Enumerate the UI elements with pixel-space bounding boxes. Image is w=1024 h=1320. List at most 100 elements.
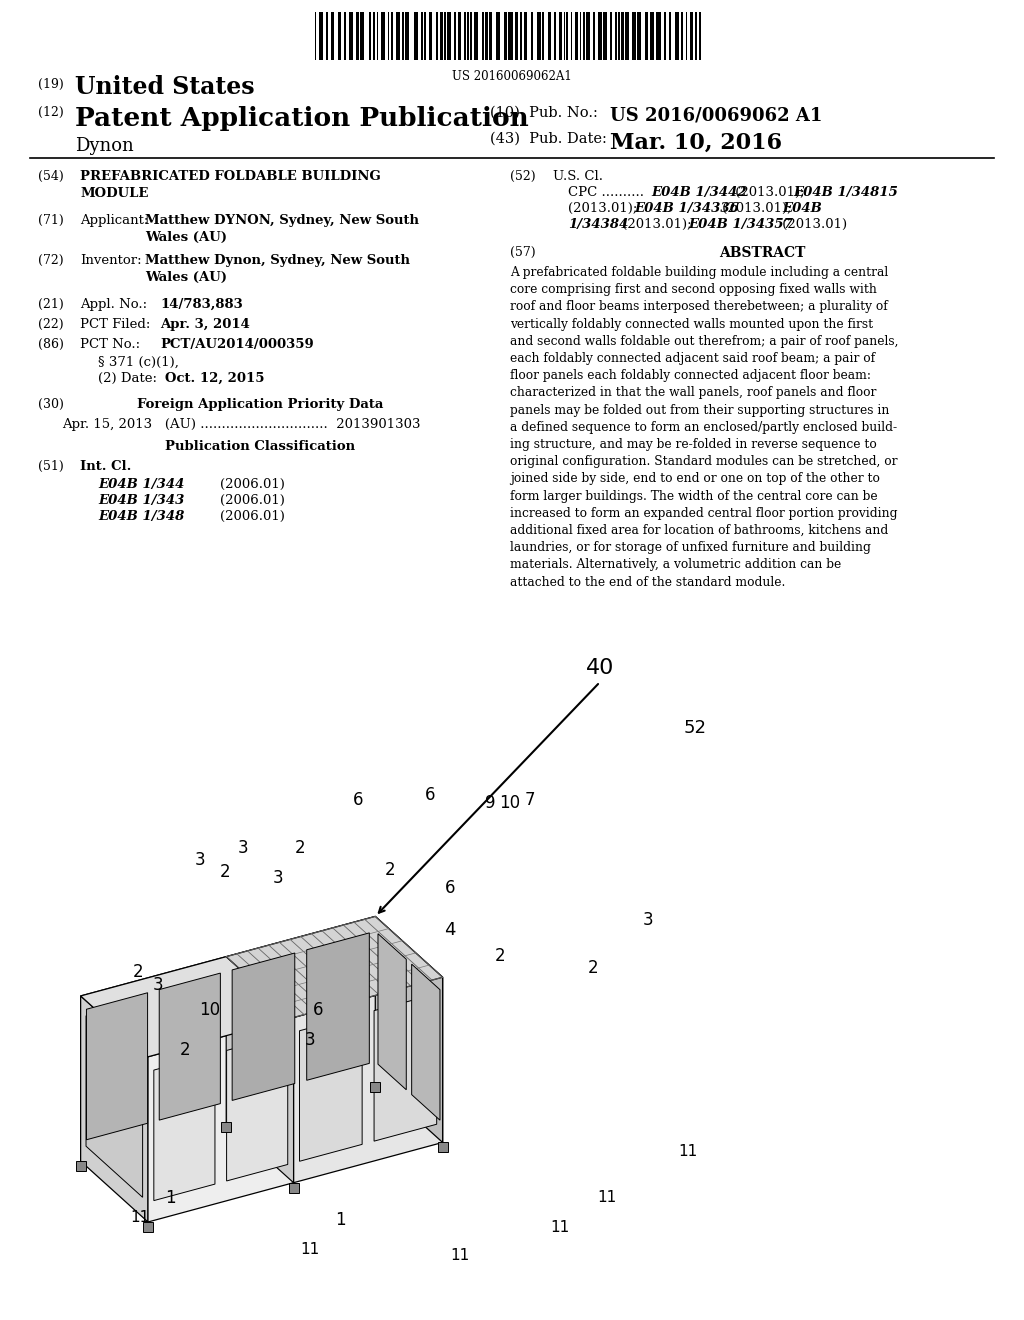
Polygon shape: [221, 1122, 231, 1131]
Text: PCT No.:: PCT No.:: [80, 338, 140, 351]
Bar: [665, 12, 666, 59]
Text: Apr. 15, 2013   (AU) ..............................  2013901303: Apr. 15, 2013 (AU) .....................…: [62, 418, 421, 432]
Text: 3: 3: [153, 975, 163, 994]
Text: 3: 3: [238, 840, 248, 857]
Bar: [402, 12, 403, 59]
Text: (12): (12): [38, 106, 63, 119]
Bar: [464, 12, 466, 59]
Bar: [583, 12, 585, 59]
Bar: [331, 12, 335, 59]
Text: PCT Filed:: PCT Filed:: [80, 318, 151, 331]
Bar: [414, 12, 418, 59]
Bar: [505, 12, 507, 59]
Text: 3: 3: [195, 851, 206, 869]
Bar: [515, 12, 518, 59]
Text: (21): (21): [38, 298, 63, 312]
Text: 14/783,883: 14/783,883: [160, 298, 243, 312]
Bar: [391, 12, 393, 59]
Text: E04B 1/3442: E04B 1/3442: [651, 186, 746, 199]
Bar: [373, 12, 376, 59]
Bar: [406, 12, 410, 59]
Polygon shape: [81, 957, 294, 1057]
Bar: [669, 12, 672, 59]
Bar: [467, 12, 469, 59]
Text: (2006.01): (2006.01): [220, 494, 285, 507]
Polygon shape: [81, 957, 226, 1162]
Text: 3: 3: [272, 869, 284, 887]
Text: PREFABRICATED FOLDABLE BUILDING
MODULE: PREFABRICATED FOLDABLE BUILDING MODULE: [80, 170, 381, 201]
Text: (51): (51): [38, 459, 63, 473]
Bar: [598, 12, 602, 59]
Bar: [603, 12, 607, 59]
Bar: [626, 12, 630, 59]
Text: 11: 11: [550, 1221, 569, 1236]
Text: (2013.01);: (2013.01);: [731, 186, 809, 199]
Text: Applicant:: Applicant:: [80, 214, 148, 227]
Text: Apr. 3, 2014: Apr. 3, 2014: [160, 318, 250, 331]
Text: (10)  Pub. No.:: (10) Pub. No.:: [490, 106, 598, 120]
Text: 1: 1: [335, 1210, 345, 1229]
Bar: [429, 12, 432, 59]
Text: Int. Cl.: Int. Cl.: [80, 459, 131, 473]
Bar: [554, 12, 556, 59]
Bar: [440, 12, 442, 59]
Text: 10: 10: [200, 1001, 220, 1019]
Bar: [344, 12, 346, 59]
Bar: [421, 12, 423, 59]
Bar: [686, 12, 687, 59]
Bar: [444, 12, 445, 59]
Text: 10: 10: [500, 795, 520, 812]
Bar: [489, 12, 492, 59]
Text: E04B 1/34815: E04B 1/34815: [793, 186, 898, 199]
Text: 2: 2: [385, 861, 395, 879]
Bar: [650, 12, 653, 59]
Text: E04B 1/348: E04B 1/348: [98, 510, 184, 523]
Text: Inventor:: Inventor:: [80, 253, 141, 267]
Text: (30): (30): [38, 399, 63, 411]
Bar: [632, 12, 636, 59]
Bar: [676, 12, 679, 59]
Bar: [593, 12, 595, 59]
Polygon shape: [412, 964, 440, 1121]
Bar: [381, 12, 385, 59]
Bar: [520, 12, 522, 59]
Text: 2: 2: [133, 964, 143, 981]
Bar: [548, 12, 551, 59]
Bar: [681, 12, 683, 59]
Text: 6: 6: [444, 879, 456, 898]
Text: 11: 11: [451, 1247, 470, 1262]
Polygon shape: [375, 916, 442, 1142]
Text: Matthew Dynon, Sydney, New South
Wales (AU): Matthew Dynon, Sydney, New South Wales (…: [145, 253, 410, 284]
Text: Patent Application Publication: Patent Application Publication: [75, 106, 528, 131]
Polygon shape: [378, 933, 407, 1090]
Bar: [315, 12, 316, 59]
Text: 2: 2: [220, 863, 230, 880]
Polygon shape: [299, 1014, 362, 1162]
Bar: [566, 12, 567, 59]
Polygon shape: [143, 1222, 153, 1232]
Text: 11: 11: [130, 1210, 150, 1225]
Polygon shape: [86, 993, 147, 1139]
Bar: [695, 12, 696, 59]
Polygon shape: [437, 1142, 447, 1152]
Text: 52: 52: [683, 719, 707, 737]
Text: 2: 2: [588, 960, 598, 977]
Bar: [508, 12, 513, 59]
Text: 9: 9: [484, 795, 496, 812]
Text: 11: 11: [300, 1242, 319, 1258]
Text: Dynon: Dynon: [75, 137, 134, 154]
Polygon shape: [226, 916, 375, 1122]
Bar: [356, 12, 358, 59]
Text: 4: 4: [444, 921, 456, 939]
Text: E04B: E04B: [782, 202, 822, 215]
Text: (86): (86): [38, 338, 63, 351]
Bar: [447, 12, 452, 59]
Bar: [617, 12, 620, 59]
Bar: [485, 12, 487, 59]
Bar: [470, 12, 472, 59]
Text: 7: 7: [524, 791, 536, 809]
Text: 11: 11: [597, 1191, 616, 1205]
Text: Matthew DYNON, Sydney, New South
Wales (AU): Matthew DYNON, Sydney, New South Wales (…: [145, 214, 419, 244]
Text: Foreign Application Priority Data: Foreign Application Priority Data: [137, 399, 383, 411]
Bar: [559, 12, 562, 59]
